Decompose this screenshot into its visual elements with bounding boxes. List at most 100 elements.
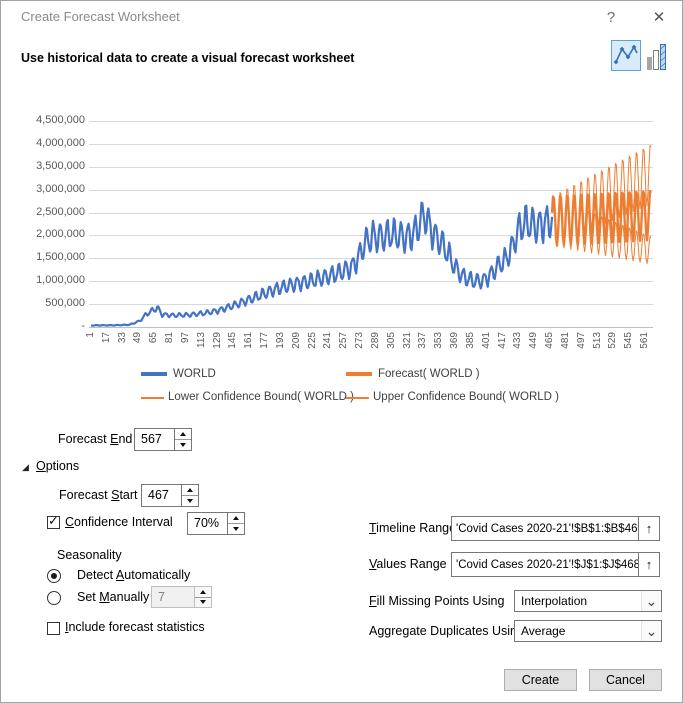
y-axis-tick-label: 500,000 <box>45 297 85 310</box>
x-axis-tick-label: 257 <box>338 332 350 349</box>
spin-down-icon[interactable] <box>182 496 198 506</box>
chevron-down-icon[interactable]: ⌄ <box>641 621 661 641</box>
include-forecast-statistics-label: Include forecast statistics <box>65 620 205 634</box>
spin-up-icon[interactable] <box>175 429 191 440</box>
forecast-start-field[interactable]: 467 <box>141 484 199 507</box>
values-range-input[interactable]: 'Covid Cases 2020-21'!$J$1:$J$468 <box>451 552 639 577</box>
set-manually-spinner <box>194 587 211 607</box>
aggregate-duplicates-dropdown[interactable]: Average ⌄ <box>514 620 662 642</box>
close-button[interactable]: ✕ <box>644 5 674 29</box>
x-axis-tick-label: 33 <box>116 332 128 344</box>
values-range-label: Values Range <box>369 557 447 571</box>
x-axis-tick-label: 369 <box>449 332 461 349</box>
cancel-button[interactable]: Cancel <box>589 669 662 691</box>
values-range-value: 'Covid Cases 2020-21'!$J$1:$J$468 <box>456 558 639 571</box>
forecast-end-spinner[interactable] <box>174 429 191 450</box>
x-axis-tick-label: 417 <box>496 332 508 349</box>
forecast-start-value[interactable]: 467 <box>148 488 169 502</box>
fill-missing-points-label: Fill Missing Points Using <box>369 594 505 608</box>
forecast-end-value[interactable]: 567 <box>141 432 162 446</box>
x-axis-tick-label: 449 <box>528 332 540 349</box>
set-manually-radio[interactable] <box>47 591 61 605</box>
x-axis-tick-label: 81 <box>164 332 176 344</box>
x-axis-tick-label: 241 <box>322 332 334 349</box>
legend-swatch-lower-bound <box>141 397 164 399</box>
range-select-icon: ↑ <box>645 557 653 572</box>
set-manually-value: 7 <box>158 590 165 604</box>
forecast-end-field[interactable]: 567 <box>134 428 192 451</box>
range-select-icon: ↑ <box>645 521 653 536</box>
x-axis-tick-label: 225 <box>306 332 318 349</box>
x-axis-tick-label: 497 <box>575 332 587 349</box>
spin-up-icon[interactable] <box>182 485 198 496</box>
x-axis-tick-label: 1 <box>85 332 96 338</box>
bar-chart-icon[interactable] <box>646 43 667 70</box>
spin-up-icon[interactable] <box>228 513 244 524</box>
y-axis-tick-label: 4,000,000 <box>36 136 85 149</box>
timeline-range-select-button[interactable]: ↑ <box>638 516 660 541</box>
fill-missing-points-dropdown[interactable]: Interpolation ⌄ <box>514 590 662 612</box>
confidence-interval-value[interactable]: 70% <box>194 516 220 530</box>
legend-label-forecast: Forecast( WORLD ) <box>378 368 480 380</box>
series-line-world <box>90 201 554 327</box>
chart-canvas <box>89 121 653 328</box>
fill-missing-points-value: Interpolation <box>521 594 588 608</box>
spin-down-icon[interactable] <box>175 440 191 450</box>
x-axis-tick-label: 193 <box>274 332 286 349</box>
help-icon: ? <box>606 8 616 26</box>
x-axis-tick-label: 305 <box>385 332 397 349</box>
chevron-down-icon[interactable]: ⌄ <box>641 591 661 611</box>
x-axis-tick-label: 273 <box>354 332 366 349</box>
check-icon: ✓ <box>48 513 59 528</box>
x-axis-tick-label: 465 <box>544 332 556 349</box>
y-axis-tick-label: 1,000,000 <box>36 274 85 287</box>
options-label[interactable]: Options <box>36 459 80 473</box>
include-forecast-statistics-checkbox[interactable]: ✓ <box>47 622 60 635</box>
confidence-interval-spinner[interactable] <box>227 513 244 534</box>
x-axis-tick-label: 385 <box>464 332 476 349</box>
x-axis-tick-label: 177 <box>259 332 271 349</box>
forecast-start-spinner[interactable] <box>181 485 198 506</box>
timeline-range-input[interactable]: 'Covid Cases 2020-21'!$B$1:$B$468 <box>451 516 639 541</box>
line-chart-icon[interactable] <box>611 40 641 71</box>
forecast-chart: - 500,000 1,000,000 1,500,000 2,000,000 2,500… <box>1 109 682 369</box>
legend-swatch-forecast <box>346 372 372 376</box>
x-axis-tick-label: 353 <box>433 332 445 349</box>
detect-automatically-radio[interactable] <box>47 569 61 583</box>
x-axis-tick-label: 129 <box>211 332 223 349</box>
x-axis-tick-label: 289 <box>369 332 381 349</box>
create-button[interactable]: Create <box>504 669 577 691</box>
confidence-interval-field[interactable]: 70% <box>187 512 245 535</box>
confidence-interval-label: Confidence Interval <box>65 515 173 529</box>
y-axis-tick-label: 3,500,000 <box>36 159 85 172</box>
x-axis-tick-label: 337 <box>417 332 429 349</box>
forecast-start-label: Forecast Start <box>59 488 138 502</box>
values-range-select-button[interactable]: ↑ <box>638 552 660 577</box>
y-axis-tick-label: 4,500,000 <box>36 114 85 126</box>
spin-down-icon[interactable] <box>228 524 244 534</box>
y-axis-tick-label: 3,000,000 <box>36 182 85 195</box>
seasonality-label: Seasonality <box>57 548 122 562</box>
x-axis-tick-label: 401 <box>480 332 492 349</box>
y-axis-tick-label: 1,500,000 <box>36 251 85 264</box>
legend-label-upper-bound: Upper Confidence Bound( WORLD ) <box>373 391 559 403</box>
x-axis-tick-label: 529 <box>607 332 619 349</box>
timeline-range-label: Timeline Range <box>369 521 457 535</box>
x-axis-tick-label: 513 <box>591 332 603 349</box>
x-axis-tick-label: 49 <box>132 332 144 344</box>
x-axis-tick-label: 161 <box>243 332 255 349</box>
close-icon: ✕ <box>652 9 666 26</box>
x-axis-tick-label: 209 <box>290 332 302 349</box>
series-line-forecast-world- <box>550 190 653 247</box>
options-expander-icon[interactable]: ◢ <box>22 462 29 472</box>
confidence-interval-checkbox[interactable]: ✓ <box>47 513 60 529</box>
x-axis-tick-label: 145 <box>227 332 239 349</box>
help-button[interactable]: ? <box>597 5 625 29</box>
x-axis-tick-label: 97 <box>179 332 191 344</box>
legend-label-world: WORLD <box>173 368 216 380</box>
x-axis-tick-label: 113 <box>195 332 207 348</box>
x-axis-tick-label: 433 <box>512 332 524 349</box>
legend-label-lower-bound: Lower Confidence Bound( WORLD ) <box>168 391 354 403</box>
set-manually-label: Set Manually <box>77 590 150 604</box>
